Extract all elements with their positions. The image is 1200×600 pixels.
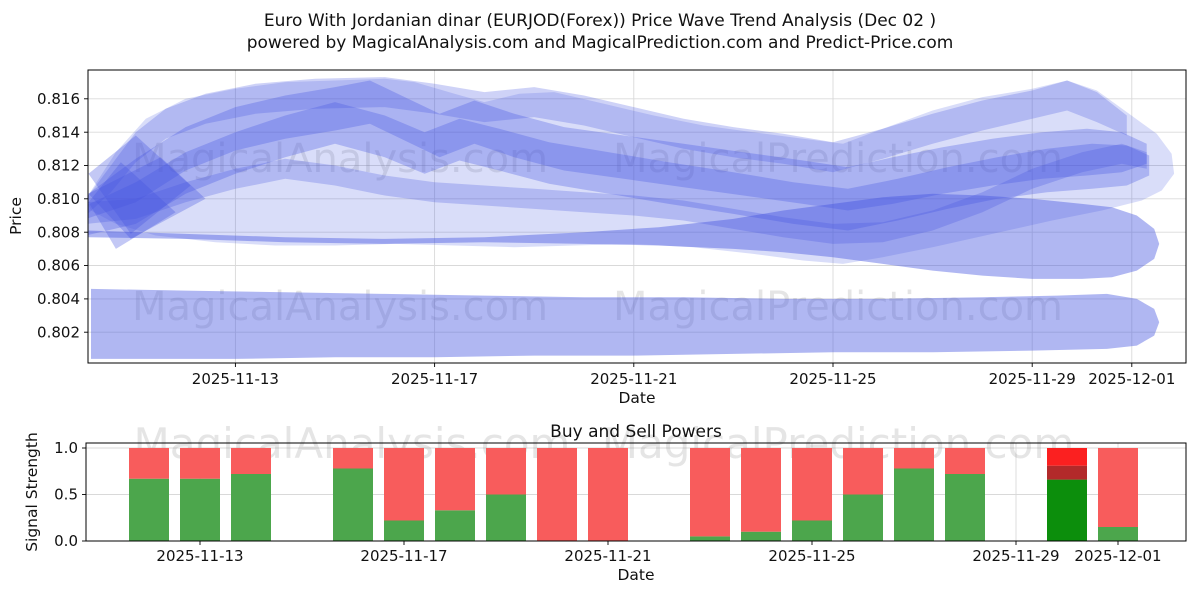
bar-2025-11-17-sell	[384, 448, 424, 521]
bar-2025-11-26-sell	[843, 448, 883, 495]
price-band-wave-core-b	[88, 102, 1150, 236]
buy-sell-bars	[129, 448, 1138, 541]
signal-xtick-label: 2025-11-17	[360, 547, 447, 565]
bar-2025-11-16-buy	[333, 468, 373, 541]
price-plot-border	[87, 69, 1187, 364]
price-ytick-label: 0.812	[37, 157, 80, 175]
price-chart-grid	[88, 70, 1186, 363]
bar-2025-11-13-sell	[180, 448, 220, 479]
bar-2025-11-30-buy-highlight	[1047, 479, 1087, 541]
signal-xtick-label: 2025-12-01	[1074, 547, 1161, 565]
bar-2025-11-18-sell	[435, 448, 475, 511]
bar-2025-12-01-buy	[1098, 527, 1138, 541]
price-wave-bands	[88, 77, 1175, 359]
bar-2025-11-28-buy	[945, 474, 985, 541]
bar-2025-11-19-buy	[486, 494, 526, 541]
price-band-steep-fan-band	[88, 77, 1127, 214]
price-ytick-label: 0.808	[37, 223, 80, 241]
price-xtick-label: 2025-11-17	[391, 370, 478, 388]
watermark-magicalprediction: MagicalPrediction.com	[613, 284, 1063, 330]
bar-2025-11-23-buy	[690, 536, 730, 541]
bar-2025-11-14-buy	[231, 474, 271, 541]
signal-ytick-label: 0.0	[54, 532, 78, 550]
price-xtick-label: 2025-11-13	[192, 370, 279, 388]
watermark-magicalanalysis: MagicalAnalysis.com	[132, 284, 548, 330]
bar-2025-11-18-buy	[435, 510, 475, 541]
signal-chart-axes: 0.0 0.5 1.0 2025-11-13 2025-11-17 2025-11-21 2…	[54, 439, 1187, 565]
bar-2025-11-17-buy	[384, 520, 424, 541]
price-band-outer-envelope	[88, 78, 1175, 264]
price-xlabel: Date	[618, 389, 655, 407]
price-ylabel: Price	[7, 197, 25, 235]
bar-2025-11-25-buy	[792, 520, 832, 541]
price-band-mid-support-band	[88, 193, 1160, 279]
price-xtick-label: 2025-12-01	[1088, 370, 1175, 388]
bar-2025-11-23-sell	[690, 448, 730, 537]
bar-2025-11-24-buy	[741, 531, 781, 541]
bar-2025-11-27-buy	[894, 468, 934, 541]
price-ytick-label: 0.806	[37, 257, 80, 275]
price-band-knot-quad-2	[88, 162, 176, 249]
signal-xtick-label: 2025-11-21	[564, 547, 651, 565]
signal-chart-title: Buy and Sell Powers	[550, 422, 722, 442]
signal-xtick-label: 2025-11-29	[972, 547, 1059, 565]
signal-ytick-label: 0.5	[54, 486, 78, 504]
price-band-knot-quad-1	[88, 135, 191, 234]
price-xtick-label: 2025-11-21	[590, 370, 677, 388]
bar-2025-11-12-buy	[129, 478, 169, 541]
bar-2025-12-01-sell	[1098, 448, 1138, 527]
watermark-magicalanalysis: MagicalAnalysis.com	[132, 136, 548, 182]
price-xtick-label: 2025-11-25	[789, 370, 876, 388]
signal-xtick-label: 2025-11-25	[768, 547, 855, 565]
bar-2025-11-16-sell	[333, 448, 373, 469]
bar-2025-11-30-sell-highlight	[1047, 448, 1087, 466]
bar-2025-11-26-buy	[843, 494, 883, 541]
signal-ytick-label: 1.0	[54, 439, 78, 457]
price-band-lower-support-band	[91, 288, 1160, 359]
bar-2025-11-20-sell	[537, 448, 577, 541]
figure-title-line1: Euro With Jordanian dinar (EURJOD(Forex)…	[264, 11, 936, 31]
price-band-knot-quad-3	[88, 157, 206, 239]
signal-ylabel: Signal Strength	[23, 432, 41, 552]
bar-2025-11-21-sell	[588, 448, 628, 541]
bar-2025-11-19-sell	[486, 448, 526, 495]
bar-2025-11-14-sell	[231, 448, 271, 474]
bar-2025-11-30-sell-dark-highlight	[1047, 465, 1087, 480]
price-band-wave-core-a	[88, 80, 1147, 219]
bar-2025-11-12-sell	[129, 448, 169, 479]
signal-xtick-label: 2025-11-13	[156, 547, 243, 565]
watermark-magicalprediction: MagicalPrediction.com	[613, 136, 1063, 182]
bar-2025-11-13-buy	[180, 478, 220, 541]
price-xtick-label: 2025-11-29	[989, 370, 1076, 388]
signal-xlabel: Date	[617, 566, 654, 584]
price-ytick-label: 0.816	[37, 90, 80, 108]
price-ytick-label: 0.804	[37, 290, 80, 308]
price-chart-axes: 0.802 0.804 0.806 0.808 0.810 0.812 0.814 0.816…	[37, 69, 1187, 388]
figure-title-line2: powered by MagicalAnalysis.com and Magic…	[247, 33, 954, 53]
bar-2025-11-24-sell	[741, 448, 781, 532]
price-ytick-label: 0.810	[37, 190, 80, 208]
price-ytick-label: 0.814	[37, 123, 80, 141]
signal-plot-border	[85, 442, 1187, 542]
bar-2025-11-25-sell	[792, 448, 832, 521]
bar-2025-11-27-sell	[894, 448, 934, 469]
bar-2025-11-28-sell	[945, 448, 985, 474]
price-ytick-label: 0.802	[37, 323, 80, 341]
